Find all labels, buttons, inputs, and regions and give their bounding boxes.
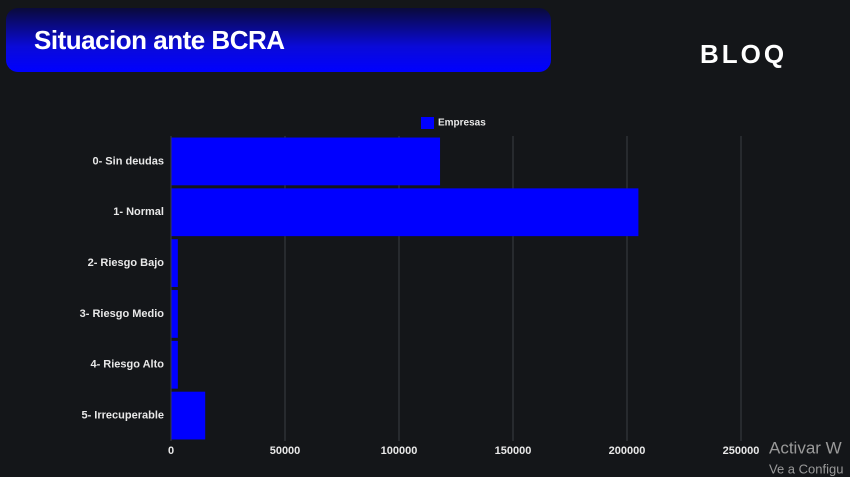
bar — [171, 137, 441, 186]
watermark: Activar W — [769, 438, 842, 457]
y-tick-label: 3- Riesgo Medio — [80, 308, 165, 320]
logo: BLOQ — [700, 39, 787, 69]
x-tick-label: 250000 — [723, 445, 760, 457]
bar — [171, 340, 178, 389]
y-tick-label: 2- Riesgo Bajo — [88, 257, 165, 269]
chart: 0 50000 100000 150000 200000 250000 Empresas 0-… — [80, 117, 760, 457]
y-tick-label: 0- Sin deudas — [92, 155, 164, 167]
bar — [171, 188, 639, 237]
y-tick-label: 5- Irrecuperable — [81, 409, 164, 421]
legend-label: Empresas — [438, 118, 486, 129]
title-banner — [6, 8, 551, 72]
watermark: Ve a Configu — [769, 461, 843, 476]
y-tick-label: 4- Riesgo Alto — [90, 359, 164, 371]
x-tick-label: 50000 — [270, 445, 301, 457]
x-tick-label: 0 — [168, 445, 174, 457]
bar — [171, 391, 206, 440]
x-tick-label: 150000 — [495, 445, 532, 457]
page-title: Situacion ante BCRA — [34, 25, 285, 55]
bar — [171, 239, 178, 287]
y-tick-label: 1- Normal — [113, 206, 164, 218]
legend-swatch — [421, 117, 434, 129]
bar — [171, 290, 178, 338]
x-tick-label: 100000 — [381, 445, 418, 457]
x-tick-label: 200000 — [609, 445, 646, 457]
